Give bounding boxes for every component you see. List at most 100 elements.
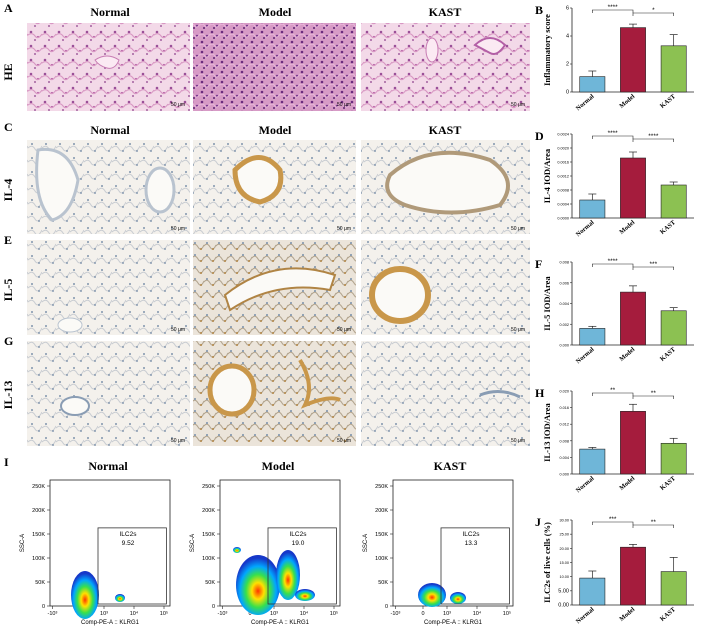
panel-letter-e: E — [4, 233, 12, 247]
flow-y-tick: 250K — [375, 484, 388, 490]
flow-density — [418, 583, 446, 607]
significance-bracket — [632, 524, 674, 528]
he-micrograph-model: 50 μm — [193, 23, 356, 111]
panel-letter-b: B — [535, 3, 543, 17]
bar-kast — [660, 184, 687, 219]
flow-ylabel: SSC-A — [190, 534, 196, 552]
gate-label: ILC2s — [120, 531, 138, 538]
flow-x-tick: 10⁴ — [300, 610, 309, 617]
flow-x-tick: 10⁴ — [130, 610, 139, 617]
y-tick-label: 0.000 — [559, 344, 569, 348]
flow-x-tick: -10³ — [48, 611, 58, 617]
flow-x-tick: 0 — [421, 611, 424, 617]
category-label: Normal — [575, 606, 596, 625]
gate-value: 9.52 — [122, 540, 135, 547]
category-label: Model — [618, 346, 636, 363]
he-micrograph-normal: 50 μm — [27, 23, 190, 111]
scale-bar-il4-normal: 50 μm — [171, 226, 185, 232]
bar-kast — [660, 442, 687, 475]
scale-bar-il13-kast: 50 μm — [511, 438, 525, 444]
scale-bar-il5-kast: 50 μm — [511, 327, 525, 333]
y-tick-label: 25.00 — [559, 533, 569, 537]
group-title-model-2: Model — [259, 123, 292, 137]
il4-micrograph-model: 50 μm — [193, 140, 356, 234]
flow-xlabel: Comp-PE-A :: KLRG1 — [424, 620, 483, 626]
y-tick-label: 5.00 — [558, 588, 569, 594]
flow-density — [276, 550, 300, 600]
category-label: Model — [618, 475, 636, 492]
flow-xlabel: Comp-PE-A :: KLRG1 — [251, 620, 310, 626]
flow-x-tick: 10⁵ — [503, 610, 511, 617]
y-tick-label: 0.008 — [559, 261, 569, 265]
y-axis-label: IL-13 IOD/Area — [542, 402, 552, 461]
y-axis-label: Inflammatory score — [542, 14, 552, 86]
bar-chart-j: J 0.00 5.00 10.00 15.00 20.00 25.00 30.00 ILC2s … — [535, 515, 694, 625]
y-tick-label: 0.000 — [559, 473, 569, 477]
significance-label: *** — [609, 516, 617, 523]
category-label: Normal — [575, 93, 596, 112]
category-label: Normal — [575, 475, 596, 494]
y-tick-label: 2 — [566, 62, 569, 68]
ilc2-gate — [267, 527, 337, 605]
scale-bar-he-model: 50 μm — [337, 102, 351, 108]
bar-kast — [660, 571, 687, 606]
il13-micrograph-kast: 50 μm — [361, 341, 530, 446]
significance-label: *** — [650, 261, 658, 268]
significance-label: ** — [651, 390, 657, 397]
flow-y-tick: 150K — [202, 532, 215, 538]
y-tick-label: 0.0000 — [557, 217, 569, 221]
category-label: Model — [618, 219, 636, 236]
y-tick-label: 0.008 — [559, 439, 569, 443]
panel-letter-i: I — [4, 455, 9, 469]
y-tick-label: 0.00 — [558, 603, 569, 609]
gate-value: 13.3 — [465, 540, 478, 547]
significance-label: * — [652, 7, 655, 14]
flow-y-tick: 0 — [42, 604, 45, 610]
y-tick-label: 10.00 — [559, 575, 569, 579]
significance-label: ** — [610, 387, 616, 394]
flow-y-tick: 200K — [202, 508, 215, 514]
significance-bracket — [632, 138, 674, 142]
scale-bar-il13-model: 50 μm — [337, 438, 351, 444]
il5-micrograph-model: 50 μm — [193, 240, 356, 335]
flow-x-tick: 10⁴ — [473, 610, 482, 617]
category-label: KAST — [659, 93, 678, 110]
bar-normal — [579, 76, 606, 93]
y-axis-label: IL-5 IOD/Area — [542, 276, 552, 331]
category-label: KAST — [659, 346, 678, 363]
panel-letter-j: J — [535, 515, 541, 529]
y-tick-label: 6 — [566, 6, 569, 12]
flow-y-tick: 200K — [32, 508, 45, 514]
group-title-normal-2: Normal — [90, 123, 130, 137]
scale-bar-il13-normal: 50 μm — [171, 438, 185, 444]
significance-label: **** — [648, 133, 659, 140]
flow-x-tick: 10⁵ — [160, 610, 168, 617]
flow-y-tick: 0 — [385, 604, 388, 610]
flow-density — [295, 589, 315, 601]
significance-label: **** — [608, 4, 619, 11]
he-micrograph-kast: 50 μm — [361, 23, 530, 111]
flow-y-tick: 100K — [375, 556, 388, 562]
row-label-il5: IL-5 — [1, 279, 15, 302]
category-label: KAST — [659, 475, 678, 492]
category-label: Model — [618, 606, 636, 623]
y-tick-label: 0 — [566, 90, 569, 96]
gate-value: 19.0 — [292, 540, 305, 547]
row-label-il4: IL-4 — [1, 179, 15, 202]
scale-bar-he-normal: 50 μm — [171, 102, 185, 108]
y-tick-label: 0.0016 — [557, 161, 569, 165]
bar-normal — [579, 199, 606, 219]
scale-bar-il4-model: 50 μm — [337, 226, 351, 232]
category-label: Model — [618, 93, 636, 110]
il4-micrograph-kast: 50 μm — [361, 140, 530, 234]
flow-y-tick: 100K — [202, 556, 215, 562]
il13-micrograph-model: 50 μm — [193, 341, 356, 446]
y-tick-label: 0.012 — [559, 423, 569, 427]
significance-bracket — [592, 521, 634, 525]
y-tick-label: 0.004 — [559, 302, 569, 306]
group-title-kast-2: KAST — [429, 123, 462, 137]
flow-y-tick: 0 — [212, 604, 215, 610]
